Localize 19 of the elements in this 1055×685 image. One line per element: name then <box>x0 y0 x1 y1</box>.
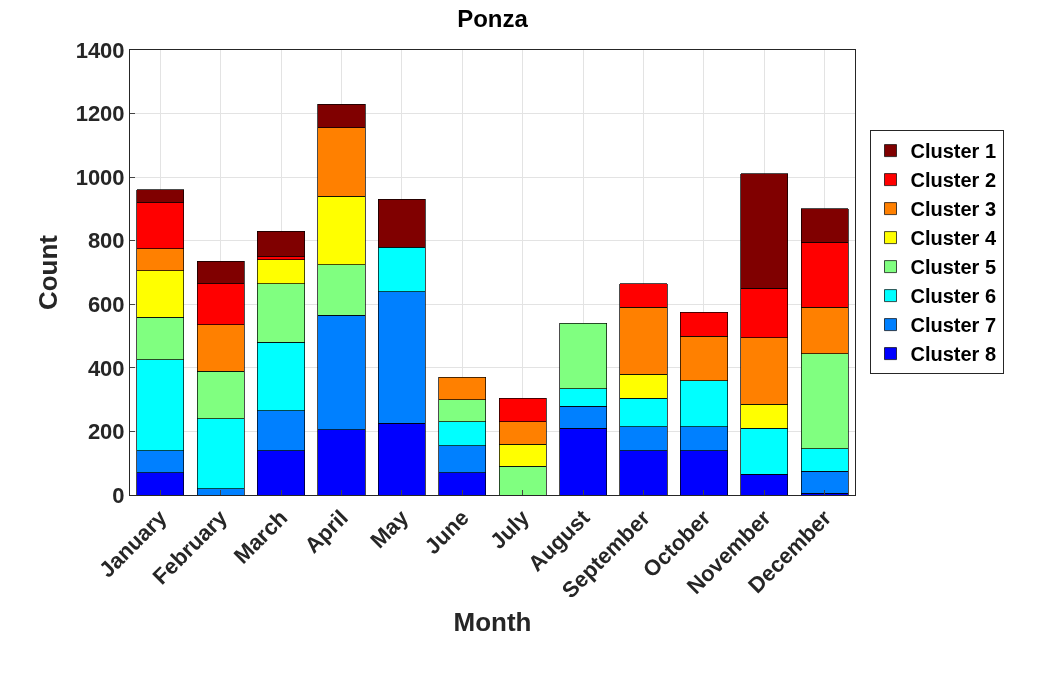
legend-label: Cluster 1 <box>910 140 997 163</box>
y-tick-label: 1000 <box>75 164 125 190</box>
legend-label: Cluster 2 <box>910 169 997 192</box>
y-tick-label: 800 <box>87 228 125 254</box>
legend-label: Cluster 7 <box>910 314 997 337</box>
y-axis-title: Count <box>33 234 64 311</box>
legend-label: Cluster 8 <box>910 343 997 366</box>
y-tick-label: 1400 <box>75 37 125 63</box>
legend-label: Cluster 4 <box>910 227 997 250</box>
y-tick-label: 600 <box>87 291 125 317</box>
chart-title: Ponza <box>457 5 529 33</box>
legend-label: Cluster 6 <box>910 285 997 308</box>
legend-label: Cluster 5 <box>910 256 997 279</box>
y-tick-label: 0 <box>112 482 125 508</box>
legend-label: Cluster 3 <box>910 198 997 221</box>
y-tick-label: 400 <box>87 355 125 381</box>
x-axis-title: Month <box>453 606 532 637</box>
y-tick-label: 1200 <box>75 101 125 127</box>
y-tick-label: 200 <box>87 419 125 445</box>
